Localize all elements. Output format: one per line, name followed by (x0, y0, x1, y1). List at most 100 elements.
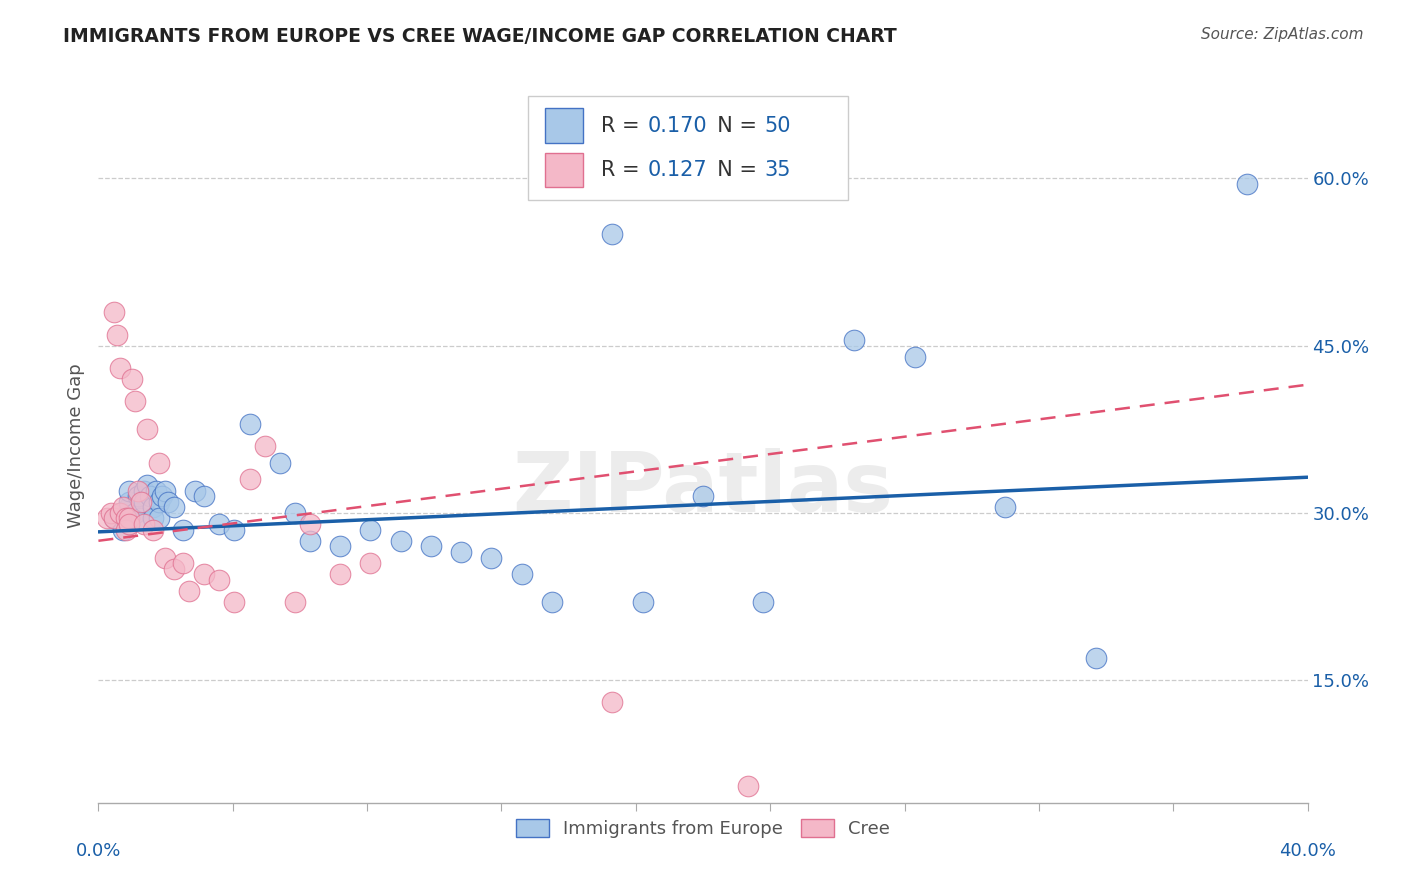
Point (208, 517, 231, 532)
Point (129, 511, 152, 525)
Point (450, 545, 472, 559)
Point (269, 456, 291, 470)
Point (153, 483, 176, 498)
Point (163, 562, 186, 576)
Point (329, 539, 352, 553)
FancyBboxPatch shape (527, 96, 848, 200)
Point (103, 511, 125, 525)
Point (118, 517, 141, 532)
Text: 0.170: 0.170 (647, 116, 707, 136)
Point (752, 595, 775, 609)
Point (127, 489, 149, 503)
Point (224, 523, 246, 537)
FancyBboxPatch shape (544, 153, 583, 187)
Text: 35: 35 (765, 160, 792, 180)
Legend: Immigrants from Europe, Cree: Immigrants from Europe, Cree (508, 810, 898, 847)
Point (135, 478, 157, 492)
Point (172, 556, 194, 570)
Point (118, 511, 141, 525)
Text: N =: N = (704, 160, 763, 180)
Text: R =: R = (602, 160, 647, 180)
Point (253, 439, 276, 453)
Point (163, 500, 186, 515)
Text: 40.0%: 40.0% (1279, 842, 1336, 860)
Point (124, 394, 146, 409)
Point (360, 523, 382, 537)
Point (904, 350, 927, 364)
Text: 0.0%: 0.0% (76, 842, 121, 860)
Point (284, 595, 307, 609)
Point (299, 517, 322, 532)
Point (284, 506, 307, 520)
Point (153, 550, 176, 565)
Point (602, 696, 624, 710)
Point (129, 494, 152, 508)
Text: N =: N = (704, 116, 763, 136)
Point (111, 500, 134, 515)
Point (510, 567, 533, 582)
Point (329, 567, 352, 582)
Point (184, 483, 207, 498)
Point (142, 523, 165, 537)
Point (103, 305, 125, 319)
Point (540, 595, 562, 609)
Point (602, 227, 624, 241)
Point (142, 511, 165, 525)
Text: R =: R = (602, 116, 647, 136)
Point (360, 556, 382, 570)
Point (118, 494, 141, 508)
Point (100, 506, 122, 520)
Text: 50: 50 (765, 116, 792, 136)
Text: IMMIGRANTS FROM EUROPE VS CREE WAGE/INCOME GAP CORRELATION CHART: IMMIGRANTS FROM EUROPE VS CREE WAGE/INCO… (63, 27, 897, 45)
Point (114, 523, 136, 537)
Point (96, 511, 118, 525)
FancyBboxPatch shape (544, 109, 583, 143)
Point (132, 494, 155, 508)
Point (127, 483, 149, 498)
Point (179, 583, 201, 598)
Point (132, 483, 155, 498)
Point (1236, 177, 1258, 191)
Point (208, 573, 231, 587)
Point (114, 511, 136, 525)
Point (108, 506, 131, 520)
Point (193, 567, 215, 582)
Point (142, 500, 165, 515)
Point (994, 500, 1017, 515)
Point (114, 511, 136, 525)
Point (124, 506, 146, 520)
Point (172, 523, 194, 537)
Point (108, 360, 131, 375)
Text: 0.127: 0.127 (647, 160, 707, 180)
Point (132, 517, 155, 532)
Point (239, 472, 262, 486)
Point (844, 333, 866, 347)
Point (118, 500, 141, 515)
Point (118, 483, 141, 498)
Y-axis label: Wage/Income Gap: Wage/Income Gap (67, 364, 86, 528)
Point (224, 595, 246, 609)
Point (737, 779, 759, 793)
Point (150, 489, 173, 503)
Point (145, 483, 167, 498)
Point (631, 595, 654, 609)
Point (108, 506, 131, 520)
Point (118, 517, 141, 532)
Point (389, 533, 412, 548)
Text: ZIPatlas: ZIPatlas (513, 449, 893, 529)
Point (103, 511, 125, 525)
Point (148, 456, 170, 470)
Point (420, 539, 443, 553)
Point (299, 533, 322, 548)
Point (1085, 651, 1108, 665)
Point (193, 489, 215, 503)
Point (156, 494, 179, 508)
Point (105, 327, 128, 342)
Point (121, 372, 143, 386)
Point (239, 417, 262, 431)
Point (692, 489, 714, 503)
Point (111, 523, 134, 537)
Point (148, 511, 170, 525)
Point (139, 489, 162, 503)
Point (148, 494, 170, 508)
